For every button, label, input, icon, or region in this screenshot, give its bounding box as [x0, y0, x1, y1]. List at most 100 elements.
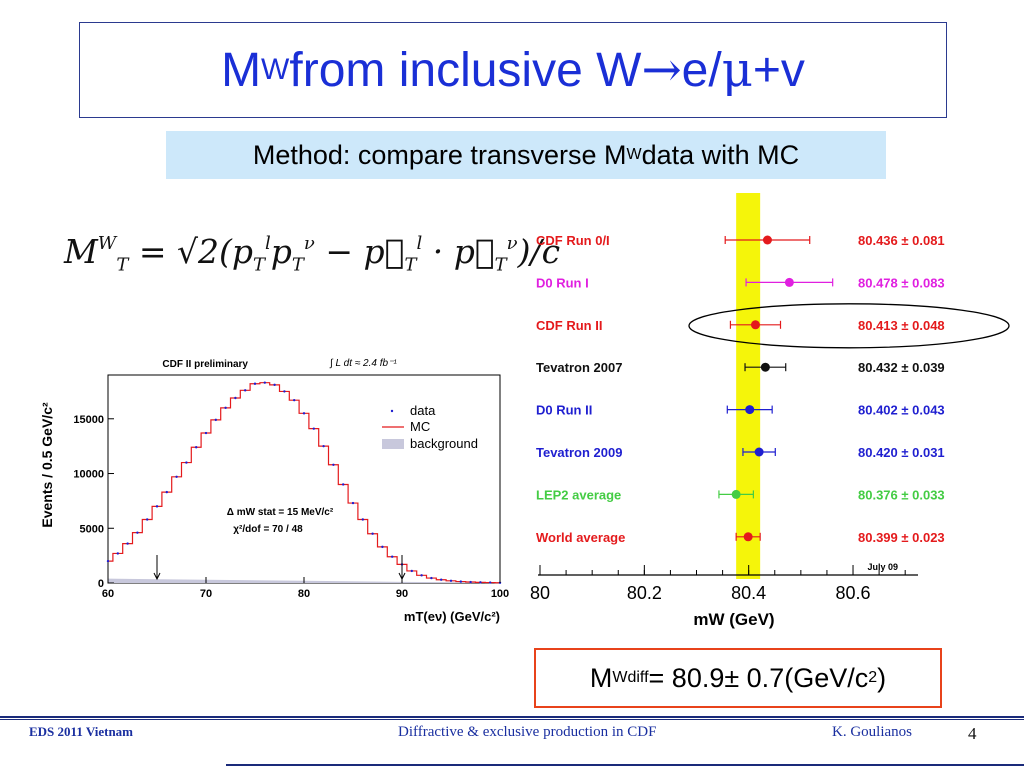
mw-measurement-label: CDF Run 0/I — [536, 233, 610, 248]
title-rest: from inclusive W — [289, 43, 642, 97]
hist-data-point — [165, 490, 168, 494]
page-number: 4 — [968, 724, 977, 743]
mw-value-label: 80.420 ± 0.031 — [858, 445, 945, 460]
footer-talk-title: Diffractive & exclusive production in CD… — [398, 724, 657, 740]
hist-data-point — [449, 579, 453, 583]
title-tail2: +v — [752, 43, 805, 97]
hist-data-point — [244, 389, 247, 392]
hist-data-point — [391, 555, 394, 558]
hist-data-point — [302, 412, 306, 415]
mw-value-label: 80.402 ± 0.043 — [858, 403, 945, 418]
formula-lhs: M — [64, 232, 98, 271]
mw-point — [731, 489, 741, 499]
hist-title: CDF II preliminary — [162, 359, 248, 370]
method-text: Method: compare transverse M — [252, 139, 627, 170]
mw-point — [743, 532, 753, 542]
hist-data-point — [332, 463, 335, 466]
hist-fit-arrowhead — [153, 572, 161, 581]
hist-ytick-label: 5000 — [80, 523, 104, 535]
mw-point — [750, 320, 760, 330]
mw-xtick-label: 80 — [530, 583, 550, 603]
world-average-band — [736, 193, 761, 579]
hist-data-point — [214, 418, 217, 422]
mw-value-label: 80.376 ± 0.033 — [858, 487, 945, 502]
hist-data-point — [175, 475, 178, 479]
legend-background-marker — [382, 439, 404, 449]
mw-measurement-label: World average — [536, 530, 625, 545]
hist-data-point — [253, 382, 257, 385]
hist-data-point — [273, 383, 276, 387]
mw-value-label: 80.399 ± 0.023 — [858, 530, 945, 545]
hist-annotation-2: χ²/dof = 70 / 48 — [233, 524, 303, 535]
mw-measurement-label: D0 Run II — [536, 403, 592, 418]
legend-data-label: data — [410, 403, 436, 418]
hist-annotation-1: Δ mW stat = 15 MeV/c² — [227, 507, 334, 518]
mw-point — [745, 405, 755, 415]
hist-xtick-label: 80 — [298, 588, 310, 600]
hist-data-point — [459, 580, 462, 583]
mw-value-label: 80.432 ± 0.039 — [858, 360, 945, 375]
footer-rule-top — [0, 716, 1024, 718]
hist-data-point — [479, 581, 482, 584]
hist-xtick-label: 90 — [396, 588, 408, 600]
hist-xtick-label: 60 — [102, 588, 114, 600]
legend-background-label: background — [410, 436, 478, 451]
mw-diff-close: ) — [877, 662, 887, 693]
formula-lhs-sup: W — [97, 233, 117, 254]
mw-value-label: 80.436 ± 0.081 — [858, 233, 945, 248]
mw-point — [760, 362, 770, 372]
mw-measurement-label: Tevatron 2007 — [536, 360, 622, 375]
hist-data-point — [381, 545, 384, 549]
hist-xlabel: mT(eν) (GeV/c²) — [404, 609, 500, 624]
hist-data-point — [116, 552, 120, 555]
hist-data-point — [410, 569, 413, 573]
mw-point — [784, 277, 794, 287]
hist-data-point — [283, 390, 286, 393]
formula-rhs-tail: )/c — [517, 232, 561, 271]
hist-data-point — [312, 427, 315, 430]
hist-data-point — [146, 518, 149, 521]
footer-conference: EDS 2011 Vietnam — [29, 724, 134, 739]
hist-ytick-label: 0 — [98, 578, 104, 590]
hist-data-point — [351, 501, 355, 505]
hist-data-point — [136, 531, 139, 534]
hist-data-point — [489, 581, 492, 584]
hist-ytick-label: 15000 — [73, 414, 104, 426]
mw-comparison-chart: CDF Run 0/I 80.436 ± 0.081 D0 Run I 80.478 … — [530, 193, 1010, 629]
hist-fit-arrowhead — [398, 572, 406, 581]
hist-xtick-label: 100 — [491, 588, 509, 600]
mw-measurement-label: D0 Run I — [536, 275, 589, 290]
hist-data-point — [224, 406, 227, 410]
hist-data-point — [185, 461, 188, 464]
hist-frame — [107, 374, 501, 584]
mw-xtick-label: 80.6 — [835, 583, 870, 603]
formula-rhs: = √2(p — [138, 232, 253, 271]
formula-lhs-sub: T — [116, 254, 129, 276]
title-main: M — [221, 43, 262, 97]
hist-data-point — [469, 580, 472, 584]
title-tail1: e/ — [681, 43, 722, 97]
mw-xtick-label: 80.2 — [627, 583, 662, 603]
footer-rule-bottom — [226, 764, 1024, 766]
hist-xtick-label: 70 — [200, 588, 212, 600]
hist-data-point — [361, 518, 364, 521]
hist-ylabel: Events / 0.5 GeV/c² — [39, 402, 55, 528]
hist-data-point — [155, 505, 159, 508]
mw-diff-prefix: M — [589, 662, 613, 693]
mw-note: July 09 — [867, 562, 898, 572]
hist-data-point — [371, 532, 374, 535]
transverse-mass-formula: MWT = √2(pTlpTν − p⃗Tl · p⃗Tν)/c — [64, 232, 561, 276]
hist-data-point — [195, 446, 198, 449]
mw-point — [754, 447, 764, 457]
hist-luminosity: ∫ L dt ≈ 2.4 fb⁻¹ — [329, 358, 397, 369]
mw-diff-sup2: 2 — [868, 669, 878, 686]
hist-data-point — [430, 576, 433, 580]
mw-xlabel: mW (GeV) — [693, 610, 774, 629]
hist-data-point — [342, 483, 345, 486]
mw-value-label: 80.413 ± 0.048 — [858, 318, 945, 333]
hist-data-point — [126, 542, 129, 545]
